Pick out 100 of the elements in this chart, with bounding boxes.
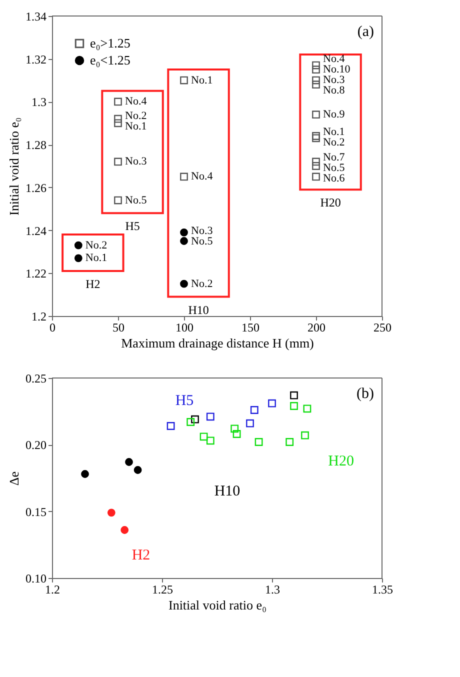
annotation: No.1 <box>323 126 345 138</box>
y-tick-label: 1.3 <box>32 95 46 110</box>
point <box>268 399 276 408</box>
x-tick-label: 50 <box>112 320 124 334</box>
point <box>180 228 188 236</box>
x-tick-label: 1.2 <box>45 582 60 596</box>
point <box>114 114 122 123</box>
x-tick-label: 1.35 <box>372 582 393 596</box>
y-tick-label: 1.28 <box>26 138 46 152</box>
point <box>312 76 320 84</box>
x-tick-label: 100 <box>176 320 194 334</box>
x-axis-title: Initial void ratio e₀ <box>168 598 267 612</box>
point <box>114 158 122 166</box>
x-axis-title: Maximum drainage distance H (mm) <box>121 336 314 350</box>
y-tick-label: 1.26 <box>26 180 46 195</box>
point <box>134 466 142 474</box>
point <box>180 76 188 84</box>
point <box>120 526 129 534</box>
y-tick-label: 1.24 <box>26 224 46 238</box>
y-tick-label: 1.34 <box>26 10 46 24</box>
point <box>254 438 263 446</box>
point <box>301 431 309 440</box>
point <box>312 162 320 170</box>
point <box>312 158 320 166</box>
annotation: No.8 <box>323 84 346 97</box>
annotation: No.4 <box>323 53 346 66</box>
point <box>246 419 254 428</box>
annotation: No.1 <box>125 120 147 132</box>
annotation: No.2 <box>323 136 345 148</box>
point <box>114 98 122 106</box>
annotation: H5 <box>125 219 140 234</box>
text: H10 <box>214 484 240 500</box>
annotation: No.4 <box>125 96 148 108</box>
point <box>312 172 320 181</box>
y-tick-label: 1.32 <box>26 52 46 66</box>
annotation: No.2 <box>125 110 147 122</box>
x-tick-label: 0 <box>50 320 56 334</box>
point <box>312 132 320 140</box>
annotation: No.10 <box>323 64 351 76</box>
annotation: No.4 <box>191 170 214 183</box>
annotation: No.3 <box>191 224 214 237</box>
annotation: No.9 <box>323 108 346 121</box>
point <box>312 80 320 89</box>
point <box>312 134 320 142</box>
legend-label: e₀<1.25 <box>90 52 130 68</box>
series-label: H5 <box>175 392 194 409</box>
point <box>114 196 122 204</box>
point <box>180 280 188 288</box>
point <box>312 66 320 74</box>
annotation: H2 <box>86 277 100 292</box>
annotation: No.5 <box>125 194 148 206</box>
y-axis-title: Initial void ratio e₀ <box>6 117 22 216</box>
point <box>74 241 82 250</box>
annotation: (a) <box>357 24 374 40</box>
point <box>74 254 82 262</box>
point <box>200 432 208 441</box>
y-tick-label: 0.10 <box>26 572 46 586</box>
point <box>166 422 175 430</box>
series-label: H20 <box>328 454 354 470</box>
y-tick-label: 1.2 <box>32 310 46 324</box>
point <box>107 508 116 517</box>
point <box>180 172 188 181</box>
point <box>81 470 89 478</box>
y-tick-label: 0.20 <box>26 438 46 452</box>
annotation: H10 <box>188 302 209 317</box>
y-tick-label: 0.15 <box>26 504 46 519</box>
x-tick-label: 1.3 <box>265 582 280 596</box>
point <box>312 61 320 70</box>
annotation: (b) <box>356 386 374 402</box>
annotation: No.5 <box>191 235 214 248</box>
point <box>290 391 298 400</box>
point <box>290 402 298 410</box>
point <box>206 412 214 421</box>
point <box>114 119 122 128</box>
y-axis-title: Δe <box>6 471 22 486</box>
annotation: No.2 <box>85 239 108 252</box>
point <box>303 404 312 413</box>
point <box>125 458 133 466</box>
annotation: No.5 <box>323 162 346 174</box>
annotation: No.1 <box>85 252 108 264</box>
annotation: No.2 <box>191 278 213 290</box>
annotation: No.7 <box>323 152 346 164</box>
y-tick-label: 0.25 <box>26 372 46 386</box>
annotation: No.3 <box>323 74 346 86</box>
legend-label: e₀>1.25 <box>90 36 130 50</box>
point <box>180 237 188 245</box>
point <box>186 418 195 426</box>
annotation: No.1 <box>191 74 213 86</box>
point <box>312 110 320 119</box>
annotation: H20 <box>320 196 341 210</box>
point <box>230 424 239 433</box>
x-tick-label: 1.25 <box>152 582 173 596</box>
x-tick-label: 150 <box>242 320 260 334</box>
point <box>206 436 214 445</box>
point <box>250 406 258 414</box>
x-tick-label: 200 <box>308 320 326 334</box>
annotation: No.6 <box>323 172 346 185</box>
point <box>191 415 199 424</box>
point <box>232 430 241 438</box>
annotation: No.3 <box>125 156 148 168</box>
